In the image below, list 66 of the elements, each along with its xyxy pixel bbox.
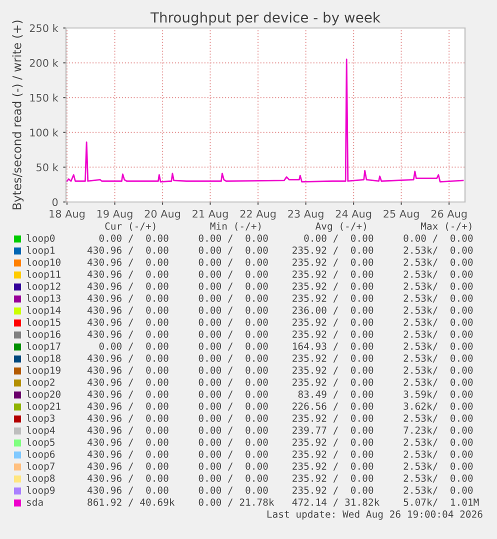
x-tick-label: 21 Aug (192, 210, 228, 220)
text: 430.96 / 0.00 0.00 / 0.00 235.92 / 0.00 2.53k/ 0.00 (87, 378, 473, 387)
text: 430.96 / 0.00 0.00 / 0.00 226.56 / 0.00 3.62k/ 0.00 (87, 402, 473, 411)
x-tick-label: 25 Aug (384, 210, 419, 220)
legend-label: loop8 (26, 474, 55, 484)
y-tick-label: 200 k (30, 58, 58, 67)
legend-label: loop12 (26, 282, 60, 292)
text: 430.96 / 0.00 0.00 / 0.00 235.92 / 0.00 2.53k/ 0.00 (87, 474, 473, 483)
legend-label: loop15 (26, 318, 60, 328)
legend-label: loop20 (26, 390, 60, 400)
text: 430.96 / 0.00 0.00 / 0.00 235.92 / 0.00 2.53k/ 0.00 (87, 330, 473, 339)
legend-label: loop19 (26, 366, 60, 376)
x-tick-label: 23 Aug (288, 210, 324, 220)
legend-label: loop21 (26, 402, 60, 412)
x-tick-label: 18 Aug (50, 210, 84, 220)
legend-label: loop2 (26, 378, 54, 388)
text: 430.96 / 0.00 0.00 / 0.00 235.92 / 0.00 2.53k/ 0.00 (87, 450, 473, 459)
legend-label: loop17 (26, 342, 60, 352)
x-tick-label: 19 Aug (97, 210, 132, 220)
text: 430.96 / 0.00 0.00 / 0.00 235.92 / 0.00 2.53k/ 0.00 (87, 486, 473, 495)
chart-title: Throughput per device - by week (150, 12, 380, 26)
text: 430.96 / 0.00 0.00 / 0.00 236.00 / 0.00 2.53k/ 0.00 (87, 306, 473, 315)
x-tick-label: 24 Aug (336, 210, 372, 220)
text: 430.96 / 0.00 0.00 / 0.00 235.92 / 0.00 2.53k/ 0.00 (87, 462, 473, 471)
line-series (66, 58, 464, 183)
text: Last update: Wed Aug 26 19:00:04 2026 (267, 510, 482, 520)
text: 861.92 / 40.69k 0.00 / 21.78k 472.14 / 31.82k 5.07k/ 1.01M (88, 498, 479, 507)
text: 0.00 / 0.00 0.00 / 0.00 0.00 / 0.00 0.00 / 0.00 (99, 234, 473, 243)
text: 430.96 / 0.00 0.00 / 0.00 235.92 / 0.00 2.53k/ 0.00 (87, 354, 473, 363)
x-tick-label: 22 Aug (240, 210, 276, 220)
legend-label: loop7 (26, 462, 55, 472)
legend-label: loop5 (26, 438, 54, 448)
legend-label: loop11 (26, 270, 60, 280)
x-tick-label: 26 Aug (431, 210, 467, 220)
y-tick-label: 50 k (36, 163, 58, 172)
x-tick-label: 20 Aug (144, 210, 180, 220)
text: 430.96 / 0.00 0.00 / 0.00 235.92 / 0.00 2.53k/ 0.00 (87, 270, 473, 279)
legend-label: loop14 (26, 306, 61, 316)
text: 430.96 / 0.00 0.00 / 0.00 83.49 / 0.00 3.59k/ 0.00 (87, 390, 473, 399)
y-tick-label: 150 k (30, 94, 58, 102)
text: 0.00 / 0.00 0.00 / 0.00 164.93 / 0.00 2.53k/ 0.00 (99, 342, 473, 351)
y-tick-label: 100 k (30, 128, 58, 137)
legend-label: loop10 (26, 258, 60, 268)
legend-label: loop1 (26, 246, 55, 256)
legend-label: loop9 (26, 486, 55, 496)
text: 430.96 / 0.00 0.00 / 0.00 235.92 / 0.00 2.53k/ 0.00 (87, 282, 473, 291)
text: Cur (-/+) Min (-/+) Avg (-/+) Max (-/+) (105, 222, 472, 232)
text: 430.96 / 0.00 0.00 / 0.00 235.92 / 0.00 2.53k/ 0.00 (87, 318, 473, 327)
legend-label: loop13 (26, 294, 60, 304)
legend-label: loop18 (26, 354, 60, 364)
y-axis-title: Bytes/second read (-) / write (+) (12, 20, 24, 210)
text: 430.96 / 0.00 0.00 / 0.00 235.92 / 0.00 2.53k/ 0.00 (87, 246, 473, 255)
y-tick-label: 0 (52, 198, 58, 206)
text: 430.96 / 0.00 0.00 / 0.00 235.92 / 0.00 2.53k/ 0.00 (87, 438, 473, 447)
text: 430.96 / 0.00 0.00 / 0.00 239.77 / 0.00 7.23k/ 0.00 (87, 426, 473, 435)
legend-label: loop16 (26, 330, 60, 340)
text: 430.96 / 0.00 0.00 / 0.00 235.92 / 0.00 2.53k/ 0.00 (87, 414, 473, 423)
legend-label: loop3 (26, 414, 55, 424)
legend-label: sda (27, 498, 43, 506)
legend-label: loop4 (26, 426, 55, 436)
text: 430.96 / 0.00 0.00 / 0.00 235.92 / 0.00 2.53k/ 0.00 (87, 366, 473, 375)
legend-label: loop6 (26, 450, 55, 460)
legend-label: loop0 (26, 234, 55, 244)
y-tick-label: 250 k (30, 24, 58, 32)
text: 430.96 / 0.00 0.00 / 0.00 235.92 / 0.00 2.53k/ 0.00 (87, 258, 473, 267)
text: 430.96 / 0.00 0.00 / 0.00 235.92 / 0.00 2.53k/ 0.00 (87, 294, 473, 303)
